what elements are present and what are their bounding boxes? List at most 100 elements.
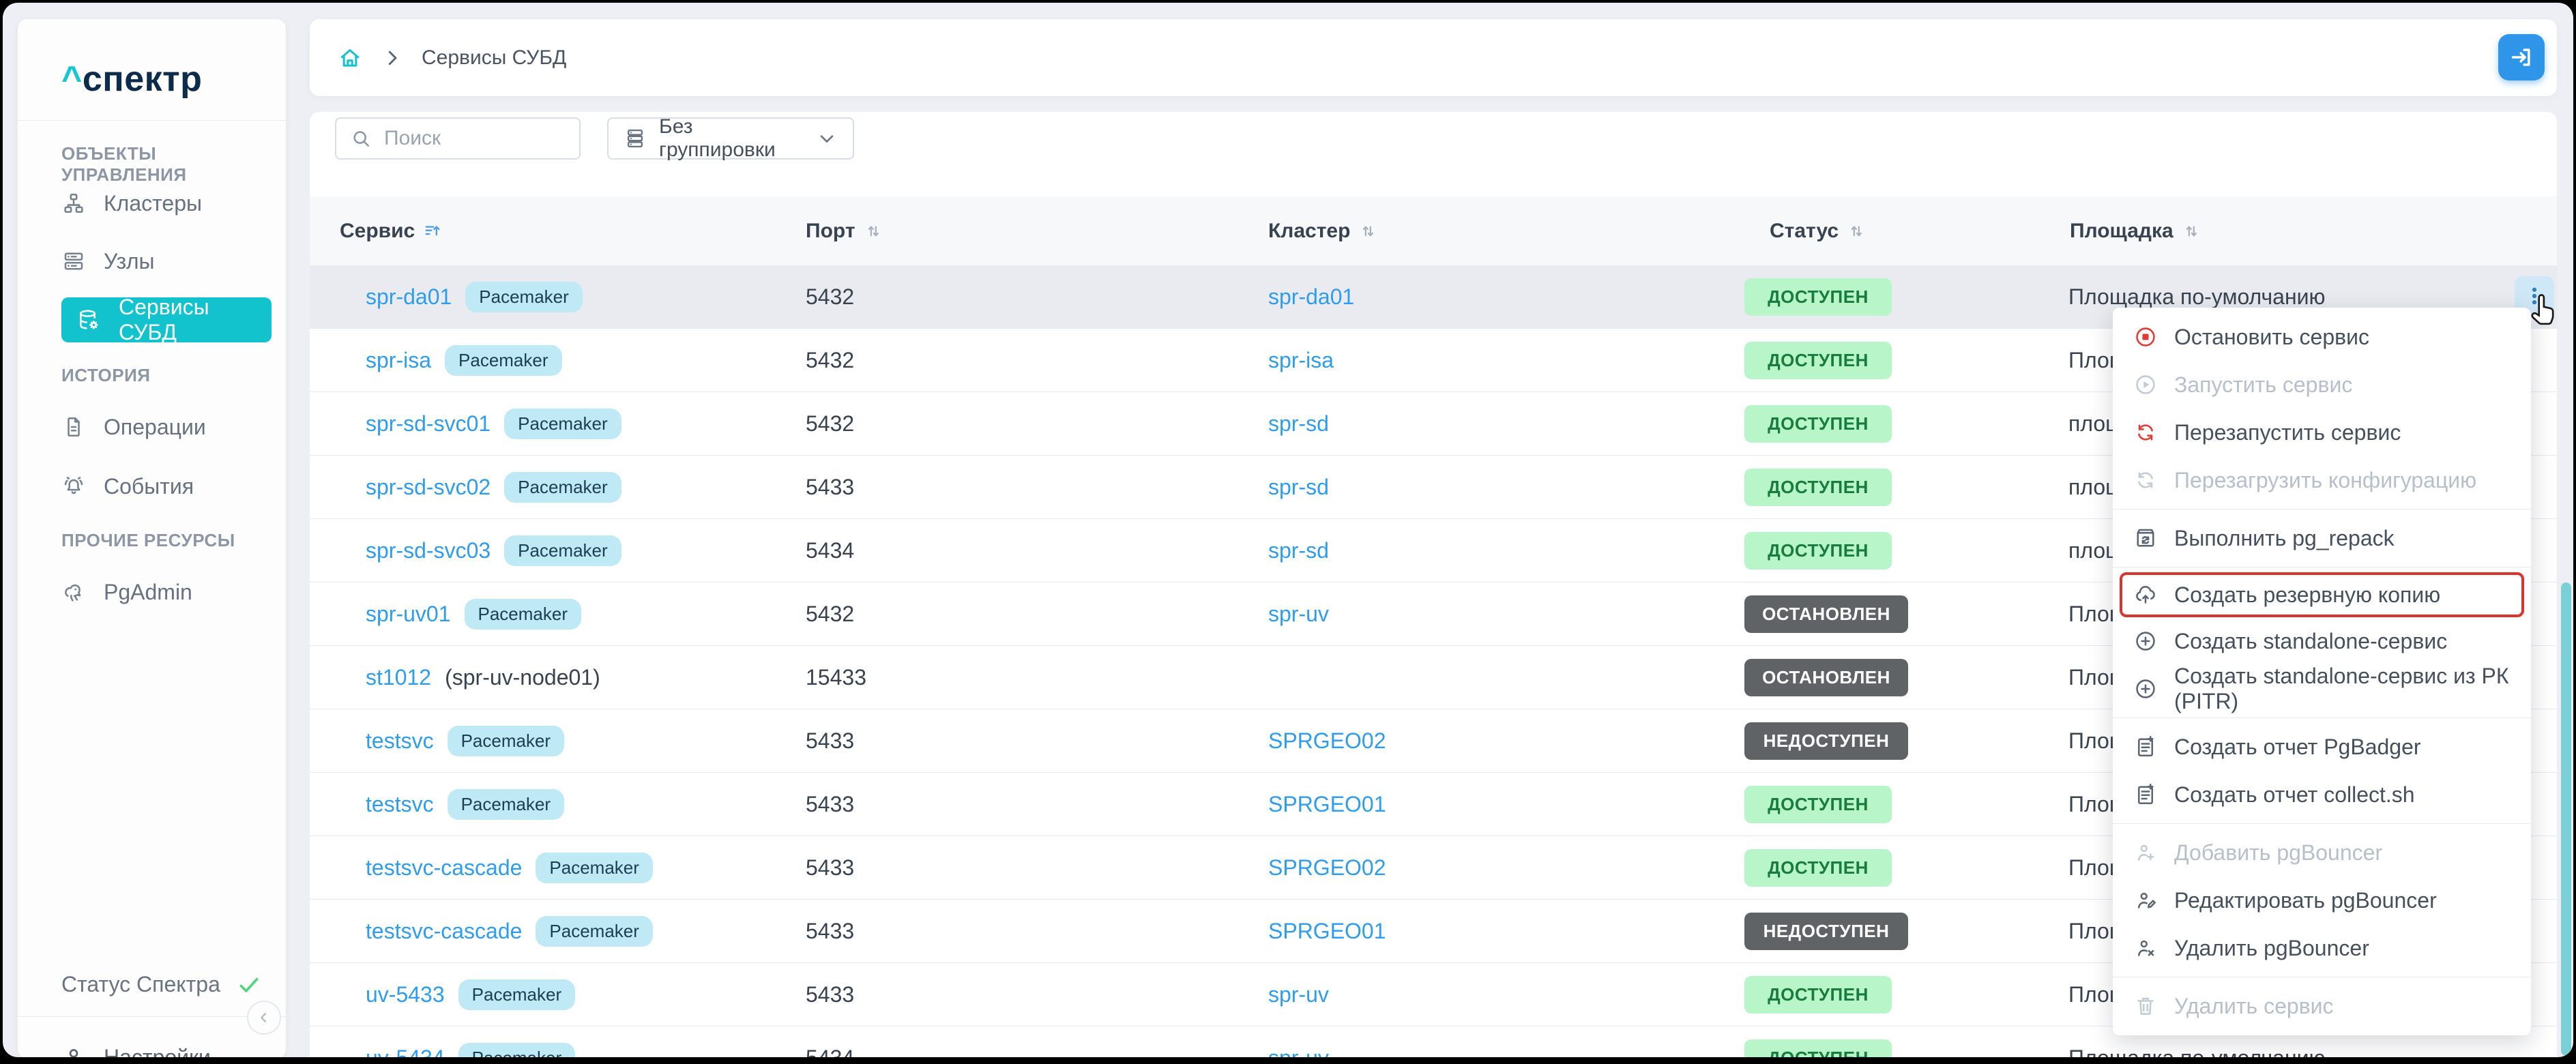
status-badge: ДОСТУПЕН [1744,342,1892,379]
menu-item[interactable]: Создать отчет collect.sh [2113,771,2531,818]
menu-item: Добавить pgBouncer [2113,829,2531,876]
bell-icon [61,474,86,499]
cluster-cell: spr-sd [1268,392,1329,456]
sidebar-item-settings[interactable]: Настройки [61,1039,266,1057]
menu-item[interactable]: Создать отчет PgBadger [2113,723,2531,771]
grouping-select[interactable]: Без группировки [607,115,854,161]
sidebar-item-events[interactable]: События [61,464,272,509]
pacemaker-badge: Pacemaker [464,599,581,630]
pgbouncer-add-icon [2133,840,2158,865]
cluster-link[interactable]: SPRGEO01 [1268,792,1386,816]
cluster-link[interactable]: spr-uv [1268,1046,1329,1057]
column-header-service[interactable]: Сервис [340,196,442,265]
sidebar-collapse-button[interactable] [247,1001,281,1035]
sidebar-item-nodes[interactable]: Узлы [61,239,272,284]
menu-item[interactable]: Остановить сервис [2113,313,2531,361]
menu-item[interactable]: Редактировать pgBouncer [2113,876,2531,924]
column-header-site[interactable]: Площадка [2070,196,2201,265]
login-button[interactable] [2498,34,2545,80]
port-cell: 5432 [806,602,855,626]
menu-item[interactable]: Перезапустить сервис [2113,409,2531,456]
column-header-port[interactable]: Порт [806,196,883,265]
search-input[interactable] [383,126,566,151]
menu-item: Запустить сервис [2113,361,2531,409]
column-header-cluster[interactable]: Кластер [1268,196,1377,265]
menu-item-label: Перезапустить сервис [2174,419,2401,445]
port-cell: 5433 [806,919,855,943]
cluster-link[interactable]: SPRGEO02 [1268,855,1386,880]
service-link[interactable]: testsvc [366,728,434,753]
cluster-link[interactable]: spr-sd [1268,538,1329,563]
cluster-icon [61,191,86,216]
port-cell: 5432 [806,411,855,436]
service-link[interactable]: testsvc-cascade [366,919,523,943]
port-cell: 5433 [806,475,855,499]
person-icon [61,1045,86,1057]
port-cell: 5434 [806,1026,854,1057]
restart-icon [2133,420,2158,445]
pacemaker-badge: Pacemaker [458,1043,576,1057]
menu-item[interactable]: Создать standalone-сервис из РК (PITR) [2113,664,2531,713]
sidebar-item-label: Операции [104,414,206,439]
sort-icon [2182,222,2201,241]
port-cell: 5433 [806,982,855,1007]
breadcrumb: Сервисы СУБД [337,19,566,96]
status-badge: ДОСТУПЕН [1744,469,1892,506]
status-cell: ДОСТУПЕН [1744,836,1892,900]
app-logo: ^спектр [61,59,203,99]
cluster-link[interactable]: spr-uv [1268,982,1329,1007]
column-header-status[interactable]: Статус [1770,196,1866,265]
cluster-link[interactable]: spr-sd [1268,475,1329,499]
menu-item[interactable]: Создать standalone-сервис [2113,617,2531,665]
menu-item[interactable]: Удалить pgBouncer [2113,924,2531,972]
sidebar-item-pgadmin[interactable]: PgAdmin [61,570,272,615]
pacemaker-badge: Pacemaker [458,979,576,1010]
service-link[interactable]: spr-sd-svc03 [366,538,491,563]
service-link[interactable]: spr-sd-svc02 [366,475,491,499]
cluster-link[interactable]: SPRGEO02 [1268,728,1386,753]
cluster-cell: spr-sd [1268,519,1329,582]
service-link[interactable]: testsvc [366,792,434,816]
kebab-icon [2523,284,2546,308]
service-link[interactable]: spr-uv01 [366,602,451,626]
sidebar-item-db-services[interactable]: Сервисы СУБД [61,295,272,344]
service-cell: spr-da01 Pacemaker [366,265,583,329]
cluster-cell: SPRGEO01 [1268,900,1386,963]
cluster-link[interactable]: spr-uv [1268,602,1329,626]
cluster-link[interactable]: spr-isa [1268,348,1334,372]
status-badge: НЕДОСТУПЕН [1744,913,1908,950]
status-cell: ДОСТУПЕН [1744,265,1892,329]
menu-item-label: Удалить pgBouncer [2174,935,2369,960]
table-row[interactable]: uv-5434 Pacemaker 5434 spr-uv ДОСТУПЕН П… [310,1026,2557,1057]
menu-item: Удалить сервис [2113,982,2531,1030]
status-cell: ДОСТУПЕН [1744,329,1892,392]
status-badge: ДОСТУПЕН [1744,405,1892,443]
service-link[interactable]: spr-da01 [366,284,452,309]
cluster-link[interactable]: spr-sd [1268,411,1329,436]
sidebar-item-label: Настройки [104,1044,211,1058]
service-link[interactable]: uv-5434 [366,1046,445,1057]
service-cell: testsvc Pacemaker [366,709,565,773]
service-link[interactable]: spr-isa [366,348,432,372]
sidebar-item-clusters[interactable]: Кластеры [61,181,272,226]
menu-item[interactable]: Создать резервную копию [2120,572,2524,617]
vertical-scrollbar[interactable] [2561,582,2571,1056]
menu-item-label: Добавить pgBouncer [2174,840,2383,865]
port-cell: 5433 [806,728,855,753]
sidebar-item-operations[interactable]: Операции [61,404,272,449]
cluster-link[interactable]: spr-da01 [1268,284,1355,309]
sidebar-item-label: PgAdmin [104,579,192,604]
menu-item-label: Создать standalone-сервис [2174,628,2448,653]
home-icon[interactable] [337,45,363,71]
cluster-link[interactable]: SPRGEO01 [1268,919,1386,943]
service-link[interactable]: st1012 [366,665,432,690]
main-content: Без группировки Сервис Порт Кластер Стат… [310,112,2557,1057]
service-link[interactable]: testsvc-cascade [366,855,523,880]
service-link[interactable]: spr-sd-svc01 [366,411,491,436]
status-badge: ДОСТУПЕН [1744,849,1892,887]
service-link[interactable]: uv-5433 [366,982,445,1007]
menu-item-label: Удалить сервис [2174,993,2334,1018]
cluster-cell: spr-da01 [1268,265,1354,329]
menu-item[interactable]: Выполнить pg_repack [2113,514,2531,562]
pacemaker-badge: Pacemaker [536,853,653,883]
